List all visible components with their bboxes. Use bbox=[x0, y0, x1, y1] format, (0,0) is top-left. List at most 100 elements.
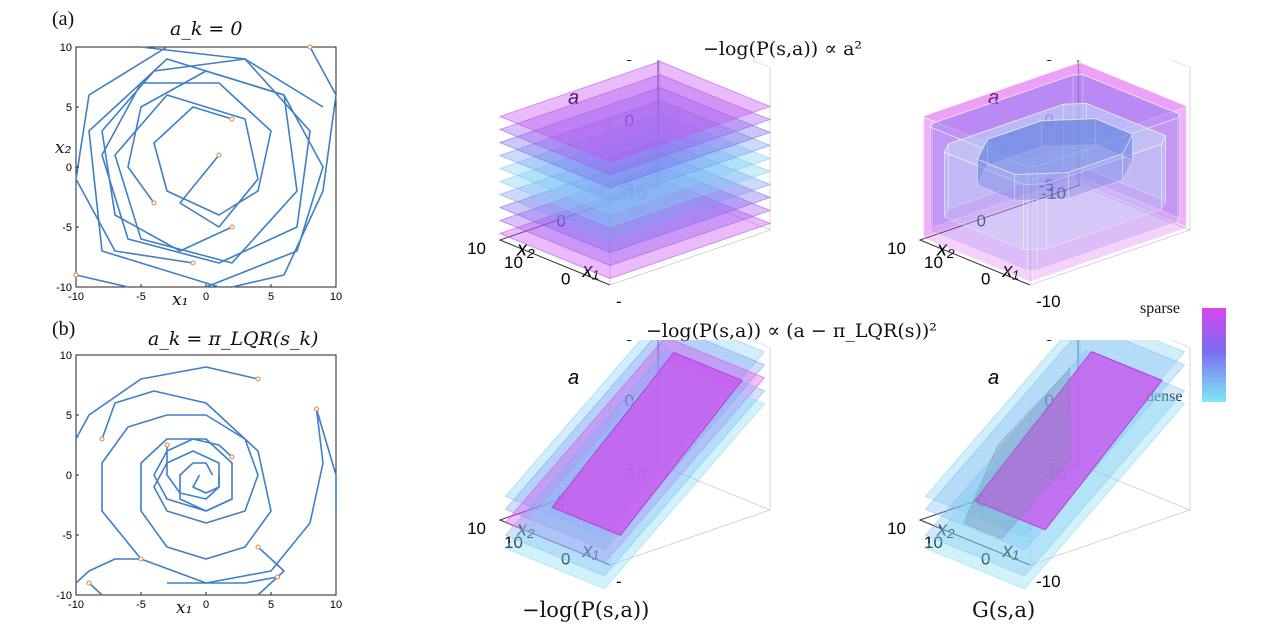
x1-tick-label: 0 bbox=[561, 550, 570, 569]
start-marker bbox=[151, 200, 157, 206]
y-tick-label: -10 bbox=[56, 282, 72, 294]
chart-b: -10 -5 0 5 10 10 5 0 -5 -10 bbox=[56, 350, 342, 611]
start-marker bbox=[164, 442, 170, 448]
level-set-plane bbox=[498, 99, 772, 202]
start-marker bbox=[229, 454, 235, 460]
trajectory-line bbox=[75, 558, 141, 584]
x1-tick-label: -10 bbox=[1036, 292, 1061, 310]
x1-tick-label: -10 bbox=[1036, 572, 1061, 590]
y-tick-label: 10 bbox=[60, 42, 72, 54]
y-tick-label: -5 bbox=[62, 222, 72, 234]
trajectory-line bbox=[231, 46, 337, 288]
x2-tick-label: 0 bbox=[977, 212, 986, 231]
z-tick-label: 5 bbox=[625, 340, 634, 345]
trajectory-line bbox=[153, 438, 233, 512]
z-tick-label: 5 bbox=[625, 60, 634, 65]
level-set-plane bbox=[498, 112, 772, 215]
level-set-main bbox=[973, 350, 1163, 531]
y-tick-label: 5 bbox=[66, 102, 72, 114]
grid-top bbox=[750, 60, 771, 68]
grid-back-left bbox=[659, 60, 771, 231]
x-tick-label: 0 bbox=[203, 599, 209, 611]
start-marker bbox=[307, 44, 313, 50]
level-set-plane bbox=[498, 164, 772, 267]
x2-axis-label: x₂ bbox=[936, 518, 955, 540]
column-label-right: G(s,a) bbox=[972, 598, 1036, 622]
x1-tick-label: 0 bbox=[981, 550, 990, 569]
start-marker bbox=[216, 152, 222, 158]
trajectory-line bbox=[75, 46, 194, 264]
trajectory-line bbox=[88, 582, 103, 596]
chart-b-xlabel: x₁ bbox=[176, 598, 192, 618]
trajectory-line bbox=[167, 576, 278, 584]
chart-b-xlabel-text: x₁ bbox=[176, 598, 193, 618]
level-set-top bbox=[922, 62, 1188, 161]
x2-tick-label: 10 bbox=[467, 519, 486, 538]
x-tick-label: -5 bbox=[136, 291, 146, 303]
panel-label-a: (a) bbox=[52, 8, 75, 30]
x1-tick-label: 0 bbox=[981, 270, 990, 289]
z-axis-label: a bbox=[988, 367, 999, 389]
x1-tick-label: 10 bbox=[924, 533, 943, 552]
y-tick-label: 10 bbox=[60, 350, 72, 362]
level-set-top bbox=[976, 118, 1134, 176]
start-marker bbox=[313, 406, 320, 412]
chart-b-frame bbox=[75, 354, 337, 596]
row-title-top: −log(P(s,a)) ∝ a² bbox=[703, 38, 863, 60]
z-tick-label: 5 bbox=[1045, 340, 1054, 345]
x2-axis-label: x₂ bbox=[936, 238, 955, 260]
chart-a-xlabel-text: x₁ bbox=[172, 290, 189, 310]
trajectory-line bbox=[75, 366, 259, 440]
x1-tick-label: 10 bbox=[504, 253, 523, 272]
colorbar bbox=[1202, 308, 1226, 402]
x1-tick-label: - bbox=[616, 572, 622, 590]
x-tick-label: 5 bbox=[268, 291, 274, 303]
chart-a-ylabel-text: x₂ bbox=[55, 138, 72, 158]
axis-base-line bbox=[498, 184, 661, 286]
x2-tick-label: 10 bbox=[467, 239, 486, 258]
start-marker bbox=[229, 116, 235, 122]
y-tick-label: 0 bbox=[66, 470, 72, 482]
z-tick-label: 0 bbox=[625, 111, 634, 130]
x1-tick-label: 10 bbox=[504, 533, 523, 552]
trajectory-line bbox=[315, 408, 337, 511]
trajectory-line bbox=[101, 390, 272, 560]
x-tick-label: 10 bbox=[330, 291, 342, 303]
start-marker bbox=[99, 436, 105, 442]
x2-tick-label: 10 bbox=[887, 239, 906, 258]
grid-back-right bbox=[1029, 122, 1191, 286]
x-tick-label: -10 bbox=[68, 599, 84, 611]
z-axis-label: a bbox=[568, 367, 579, 389]
x-tick-label: -5 bbox=[136, 599, 146, 611]
panel-b-title-text: a_k = π_LQR(s_k) bbox=[148, 328, 319, 350]
panel-b-title: a_k = π_LQR(s_k) bbox=[148, 328, 318, 350]
trajectory-line bbox=[257, 546, 285, 596]
chart-a-ylabel: x₂ bbox=[55, 138, 71, 158]
y-tick-label: -5 bbox=[62, 530, 72, 542]
start-marker bbox=[274, 574, 281, 580]
trajectory-line bbox=[75, 274, 129, 288]
z-tick-label: 5 bbox=[1045, 60, 1054, 65]
start-marker bbox=[255, 376, 261, 382]
colorbar-label-sparse: sparse bbox=[1140, 300, 1180, 317]
level-set-plane bbox=[498, 177, 772, 280]
start-marker bbox=[229, 224, 235, 230]
grid-top bbox=[1170, 60, 1191, 68]
x1-tick-label: 10 bbox=[924, 253, 943, 272]
x-tick-label: 0 bbox=[203, 291, 209, 303]
x1-tick-label: 0 bbox=[561, 270, 570, 289]
start-marker bbox=[138, 556, 144, 562]
y-tick-label: 5 bbox=[66, 410, 72, 422]
x-tick-label: 5 bbox=[268, 599, 274, 611]
trajectory-line bbox=[101, 58, 324, 252]
column-label-left: −log(P(s,a)) bbox=[522, 598, 650, 622]
start-marker bbox=[86, 580, 92, 586]
x2-tick-label: -10 bbox=[1041, 184, 1066, 203]
level-set-plane bbox=[498, 60, 772, 163]
level-set-top bbox=[943, 102, 1167, 186]
trajectory-line bbox=[101, 408, 324, 584]
trajectory-line bbox=[166, 445, 220, 500]
panel-a-title: a_k = 0 bbox=[170, 18, 242, 40]
chart-a: -10 -5 0 5 10 10 5 0 -5 -10 bbox=[56, 42, 342, 303]
